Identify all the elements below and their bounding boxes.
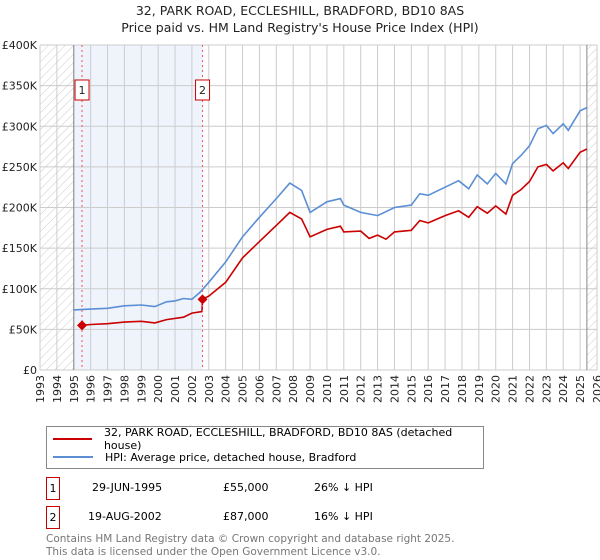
hpi-line — [73, 106, 588, 311]
sale-label-box — [74, 79, 90, 101]
x-tick-label: 2014 — [388, 375, 401, 403]
x-tick-label: 2015 — [405, 375, 418, 403]
legend-label: 32, PARK ROAD, ECCLESHILL, BRADFORD, BD1… — [103, 426, 453, 452]
x-tick-label: 2012 — [355, 375, 368, 403]
footer-license: This data is licensed under the Open Gov… — [46, 546, 381, 558]
y-tick-label: £100K — [2, 283, 38, 296]
chart-subtitle: Price paid vs. HM Land Registry's House … — [121, 20, 479, 35]
x-tick-label: 2003 — [203, 375, 216, 403]
sale-price: £87,000 — [223, 510, 269, 523]
sale-price: £55,000 — [223, 481, 269, 494]
x-tick-label: 1993 — [34, 375, 47, 403]
x-tick-label: 1998 — [118, 375, 131, 403]
price-chart: 1993 1994 1995 1996 1997 1998 1999 2000 2001 2002… — [2, 39, 600, 403]
x-tick-label: 2024 — [557, 375, 570, 403]
x-tick-label: 2017 — [439, 375, 452, 403]
x-tick-label: 2018 — [456, 375, 469, 403]
sale-hpi-diff: 26% ↓ HPI — [314, 481, 373, 494]
x-tick-label: 1999 — [135, 375, 148, 403]
legend-item-hpi: HPI: Average price, detached house, Brad… — [53, 449, 356, 465]
x-tick-label: 2007 — [270, 375, 283, 403]
sale-date: 19-AUG-2002 — [88, 510, 162, 523]
y-tick-label: £50K — [9, 323, 38, 336]
x-tick-label: 2004 — [220, 375, 233, 403]
sale-point — [197, 294, 208, 305]
sale-hpi-diff: 16% ↓ HPI — [314, 510, 373, 523]
y-tick-label: £150K — [2, 242, 38, 255]
x-tick-label: 2013 — [372, 375, 385, 403]
footer-copyright: Contains HM Land Registry data © Crown c… — [46, 533, 455, 545]
x-tick-label: 2020 — [490, 375, 503, 403]
sale-date: 29-JUN-1995 — [92, 481, 163, 494]
x-tick-label: 2016 — [422, 375, 435, 403]
y-tick-label: £300K — [2, 120, 38, 133]
x-tick-label: 1997 — [102, 375, 115, 403]
x-tick-label: 2005 — [237, 375, 250, 403]
y-tick-label: £250K — [2, 161, 38, 174]
sale-label: 1 — [79, 84, 86, 97]
x-tick-label: 2006 — [253, 375, 266, 403]
x-tick-label: 2008 — [287, 375, 300, 403]
y-tick-label: £400K — [2, 39, 38, 52]
x-tick-label: 1994 — [51, 375, 64, 403]
y-tick-label: £200K — [2, 202, 38, 215]
x-tick-label: 2026 — [591, 375, 600, 403]
y-tick-label: £350K — [2, 80, 38, 93]
x-tick-label: 2022 — [523, 375, 536, 403]
x-tick-label: 2001 — [169, 375, 182, 403]
legend: 32, PARK ROAD, ECCLESHILL, BRADFORD, BD1… — [46, 426, 484, 469]
y-tick-label: £0 — [23, 364, 37, 377]
sale-label-box — [195, 79, 211, 101]
x-tick-label: 2010 — [321, 375, 334, 403]
x-tick-label: 2009 — [304, 375, 317, 403]
x-tick-label: 2011 — [338, 375, 351, 403]
x-tick-label: 1996 — [85, 375, 98, 403]
x-tick-label: 2002 — [186, 375, 199, 403]
sale-badge: 1 — [46, 477, 60, 500]
x-tick-label: 2023 — [540, 375, 553, 403]
sale-point — [77, 320, 88, 331]
x-tick-label: 2000 — [152, 375, 165, 403]
legend-label: HPI: Average price, detached house, Brad… — [105, 450, 357, 464]
property-price-line — [81, 148, 588, 327]
x-tick-label: 2019 — [473, 375, 486, 403]
x-tick-label: 1995 — [68, 375, 81, 403]
legend-swatch-red — [53, 438, 92, 440]
x-tick-label: 2025 — [574, 375, 587, 403]
chart-title: 32, PARK ROAD, ECCLESHILL, BRADFORD, BD1… — [135, 3, 465, 18]
x-tick-label: 2021 — [507, 375, 520, 403]
sale-label: 2 — [199, 84, 206, 97]
sale-badge: 2 — [46, 506, 60, 529]
legend-swatch-blue — [53, 456, 93, 458]
legend-item-property: 32, PARK ROAD, ECCLESHILL, BRADFORD, BD1… — [53, 426, 483, 452]
